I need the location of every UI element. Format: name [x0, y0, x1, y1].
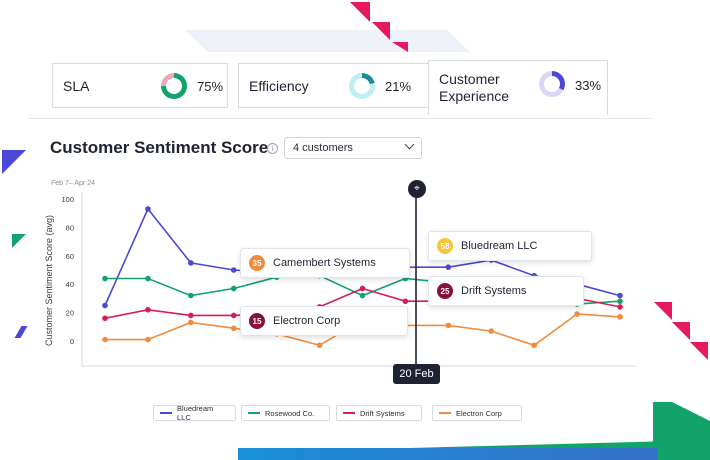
- legend-label: Drift Systems: [360, 408, 405, 418]
- data-point: [230, 285, 237, 292]
- tooltip-name: Bluedream LLC: [461, 240, 538, 252]
- y-tick-label: 100: [61, 195, 74, 204]
- data-point: [617, 304, 623, 310]
- data-point: [188, 260, 194, 266]
- metric-label: Customer Experience: [439, 71, 510, 104]
- data-point: [617, 298, 623, 305]
- donut-icon: [539, 71, 565, 97]
- legend-item-bluedream[interactable]: Bluedream LLC: [153, 404, 236, 422]
- tooltip-name: Drift Systems: [461, 285, 527, 297]
- score-badge: 58: [437, 238, 453, 254]
- data-point: [488, 328, 495, 334]
- decorative-triangle: [12, 234, 26, 248]
- legend-item-rosewood[interactable]: Rosewood Co.: [241, 405, 330, 421]
- decorative-band: [238, 448, 658, 460]
- decorative-triangle: [2, 150, 26, 174]
- legend-swatch: [439, 412, 451, 414]
- y-axis-label: Customer Sentiment Score (avg): [44, 215, 54, 346]
- decorative-triangle: [690, 342, 708, 360]
- legend-swatch: [343, 412, 355, 414]
- info-icon[interactable]: i: [267, 143, 278, 154]
- data-point: [617, 314, 623, 320]
- customer-select[interactable]: 4 customers: [284, 137, 422, 159]
- data-point: [102, 315, 108, 322]
- data-point: [531, 342, 537, 349]
- date-range-label: Feb 7– Apr 24: [51, 180, 95, 187]
- cursor-date-label: 20 Feb: [393, 364, 440, 384]
- legend-label: Bluedream LLC: [176, 404, 214, 422]
- score-badge: 15: [249, 313, 265, 329]
- decorative-triangle: [372, 22, 390, 40]
- donut-icon: [349, 73, 375, 99]
- metric-card-sla[interactable]: SLA 75%: [52, 63, 228, 108]
- data-point: [102, 275, 108, 282]
- metric-label: Efficiency: [249, 77, 309, 94]
- legend-item-drift[interactable]: Drift Systems: [336, 405, 422, 421]
- metric-cards: SLA 75% Efficiency 21% Customer Experien…: [52, 60, 608, 118]
- tooltip-camembert: 35 Camembert Systems: [240, 248, 410, 278]
- y-tick-label: 60: [66, 252, 74, 261]
- data-point: [102, 336, 108, 343]
- data-point: [102, 302, 108, 309]
- decorative-triangle: [672, 322, 690, 340]
- metric-value: 21%: [385, 79, 412, 94]
- y-tick-label: 80: [66, 223, 74, 232]
- data-point: [617, 292, 623, 299]
- decorative-triangle: [350, 2, 370, 22]
- metric-value: 33%: [575, 78, 602, 93]
- data-point: [359, 285, 366, 292]
- legend-label: Electron Corp: [456, 408, 502, 418]
- y-tick-label: 20: [66, 309, 74, 318]
- donut-icon: [161, 73, 187, 99]
- decorative-triangle: [654, 302, 672, 320]
- data-point: [145, 336, 151, 343]
- customer-select-value: 4 customers: [293, 142, 353, 154]
- data-point: [145, 306, 151, 313]
- legend-item-electron[interactable]: Electron Corp: [432, 405, 522, 421]
- data-point: [445, 264, 452, 270]
- data-point: [230, 325, 237, 332]
- data-point: [145, 275, 151, 282]
- data-point: [188, 312, 194, 319]
- data-point: [402, 298, 409, 305]
- data-point: [574, 311, 580, 317]
- data-point: [445, 322, 452, 329]
- tooltip-electron: 15 Electron Corp: [240, 306, 408, 336]
- legend-swatch: [248, 412, 260, 414]
- metric-value: 75%: [197, 79, 224, 94]
- tooltip-name: Electron Corp: [273, 315, 341, 327]
- y-tick-label: 0: [70, 337, 74, 346]
- metric-card-customer-experience[interactable]: Customer Experience 33%: [428, 60, 608, 115]
- data-point: [145, 206, 151, 212]
- data-point: [316, 342, 323, 349]
- y-tick-label: 40: [66, 280, 74, 289]
- legend-label: Rosewood Co.: [265, 408, 315, 418]
- data-point: [230, 312, 237, 319]
- data-point: [230, 267, 237, 273]
- metric-label: SLA: [63, 77, 90, 94]
- data-point: [359, 292, 366, 299]
- score-badge: 35: [249, 255, 265, 271]
- score-badge: 25: [437, 283, 453, 299]
- tooltip-name: Camembert Systems: [273, 257, 376, 269]
- tooltip-drift: 25 Drift Systems: [428, 276, 584, 306]
- data-point: [188, 319, 194, 326]
- pin-icon[interactable]: ⌖: [408, 180, 426, 198]
- tooltip-bluedream: 58 Bluedream LLC: [428, 231, 592, 261]
- chart-title: Customer Sentiment Score: [50, 138, 269, 157]
- decorative-triangle: [392, 42, 408, 52]
- legend-swatch: [160, 412, 172, 414]
- data-point: [188, 292, 194, 299]
